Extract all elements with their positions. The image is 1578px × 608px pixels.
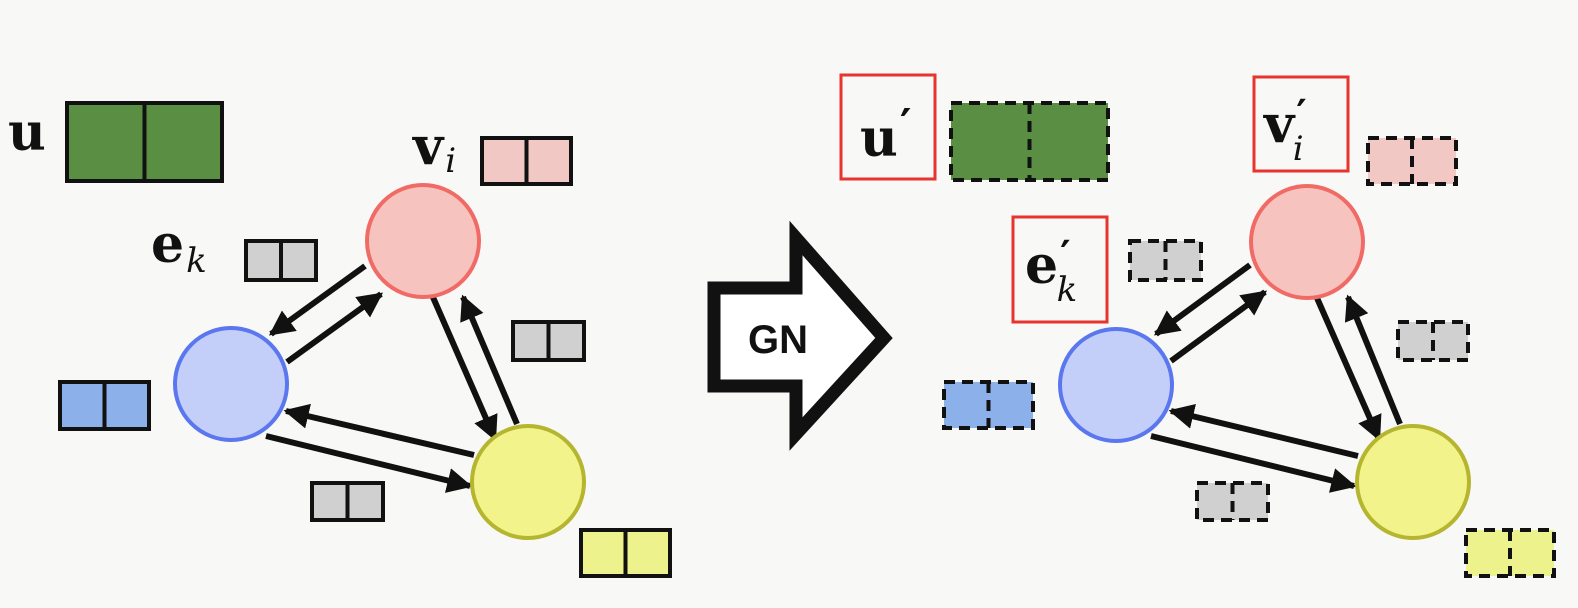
global-label-u-prime: u′ <box>860 100 911 169</box>
edge-arrow-yellow-to-blue-out <box>1168 404 1359 459</box>
node-label-v-prime: v′ i <box>1263 91 1307 169</box>
gn-block-arrow: GN <box>707 220 893 451</box>
input-graph: u vi ek <box>8 101 672 578</box>
edge-attribute-ek-prime: e′ k <box>1011 215 1203 324</box>
highlight-box-ek-prime <box>1011 215 1109 324</box>
edge-arrow-blue-to-yellow <box>265 433 473 493</box>
edge-arrow-yellow-to-red <box>460 294 520 426</box>
node-attribute-vi-prime: v′ i <box>1252 75 1458 186</box>
edge-arrow-blue-to-red <box>285 291 384 365</box>
node-yellow <box>470 424 586 540</box>
edge-arrow-red-to-blue <box>268 263 367 337</box>
node-attribute-vi: vi <box>412 116 573 186</box>
highlight-box-u-prime <box>839 73 937 181</box>
edge-label-e: ek <box>151 214 207 281</box>
node-label-v: vi <box>412 116 456 181</box>
output-graph: u′ v′ i e′ k <box>839 73 1556 578</box>
edges <box>265 263 520 493</box>
edge-arrow-red-to-blue-out <box>1153 262 1252 337</box>
edge-label-e-prime: e′ k <box>1025 232 1077 310</box>
edge-arrow-red-to-yellow-out <box>1314 296 1382 442</box>
edge-arrow-yellow-to-red-out <box>1344 294 1403 426</box>
edges-updated <box>1150 262 1403 493</box>
node-blue-out <box>1058 327 1174 443</box>
edge-arrow-red-to-yellow <box>429 293 498 442</box>
node-blue <box>173 326 289 442</box>
global-attribute-u: u <box>8 101 224 183</box>
edge-arrow-blue-to-red-out <box>1169 289 1268 364</box>
node-red-out <box>1249 184 1365 300</box>
edge-arrow-blue-to-yellow-out <box>1150 433 1357 493</box>
gn-arrow-shape <box>707 220 893 451</box>
edge-attribute-ek: ek <box>151 214 318 282</box>
gn-label: GN <box>748 318 808 362</box>
node-yellow-out <box>1355 424 1471 540</box>
edge-arrow-yellow-to-blue <box>283 403 475 458</box>
node-red <box>365 183 481 299</box>
highlight-box-vi-prime <box>1252 75 1350 173</box>
global-attribute-u-prime: u′ <box>839 73 1110 182</box>
global-label-u: u <box>8 102 46 163</box>
